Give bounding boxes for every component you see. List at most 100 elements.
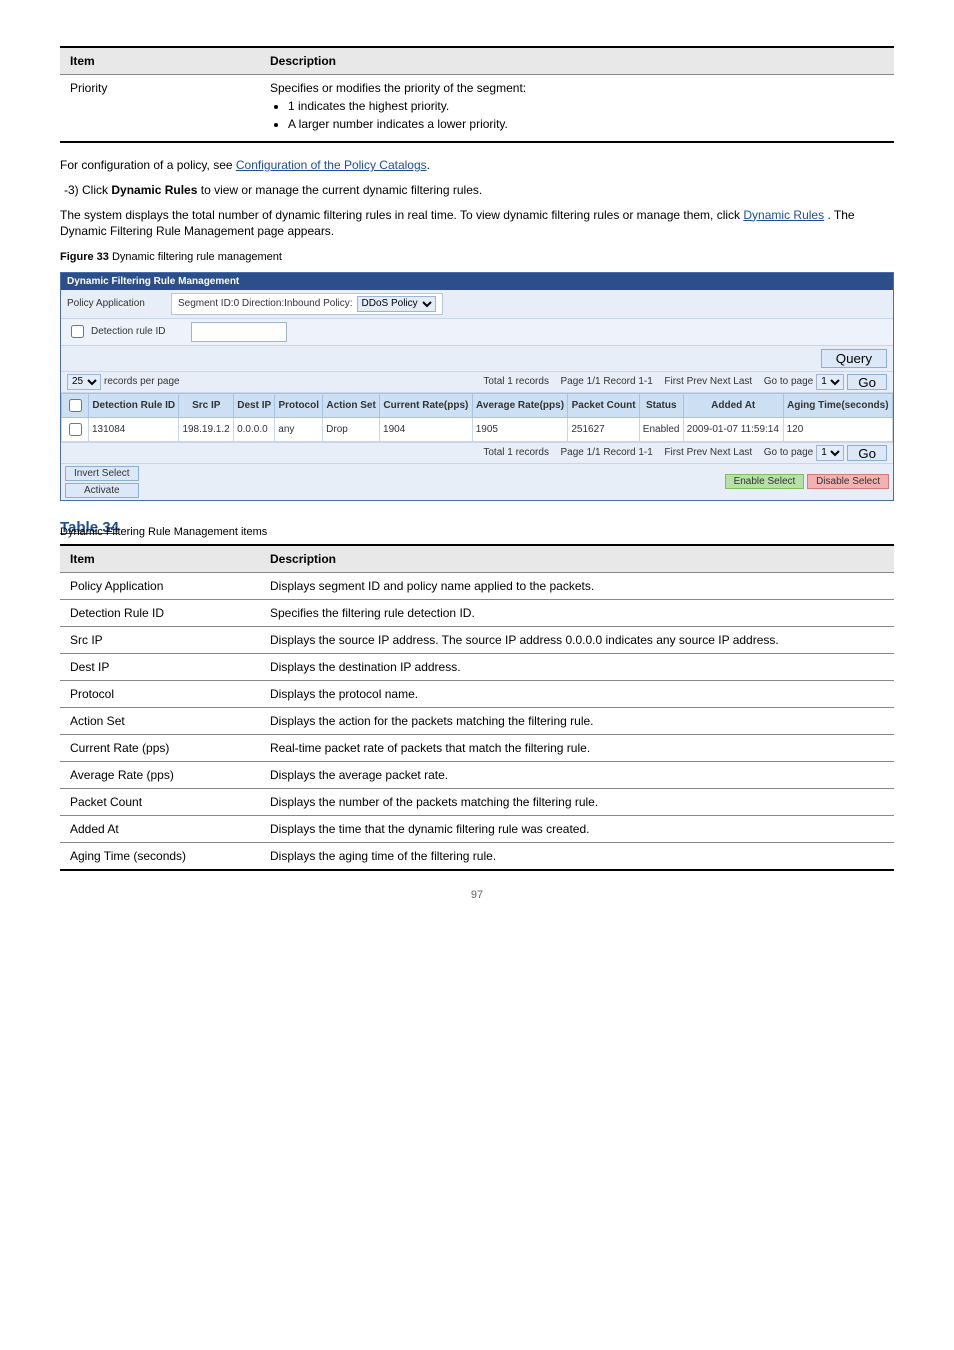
detect-input[interactable] [191,322,287,342]
bullet-2: A larger number indicates a lower priori… [288,117,884,131]
cell-9: Enabled [639,417,683,441]
step-post: to view or manage the current dynamic fi… [201,183,482,197]
total-records: Total 1 records [483,376,549,387]
r5-d: Displays the action for the packets matc… [260,707,894,734]
r0-d: Displays segment ID and policy name appl… [260,572,894,599]
grid-header-row: Detection Rule ID Src IP Dest IP Protoco… [62,393,893,417]
col-10: Added At [683,393,783,417]
r0-l: Policy Application [60,572,260,599]
priority-bullets: 1 indicates the highest priority. A larg… [270,99,884,131]
step-pre: Click [82,183,111,197]
r3-d: Displays the destination IP address. [260,653,894,680]
r7-l: Average Rate (pps) [60,761,260,788]
r4-d: Displays the protocol name. [260,680,894,707]
go-to-page-label-b: Go to page [764,447,813,458]
hdr-desc: Description [260,47,894,75]
total-records-b: Total 1 records [483,447,549,458]
shot-title: Dynamic Filtering Rule Management [61,273,893,290]
grid-data-row[interactable]: 131084 198.19.1.2 0.0.0.0 any Drop 1904 … [62,417,893,441]
catalogs-pre: For configuration of a policy, see [60,158,236,172]
detect-check-wrap[interactable]: Detection rule ID [67,322,187,341]
records-label: records per page [104,376,180,387]
go-button-bottom[interactable]: Go [847,445,887,461]
policy-catalogs-link[interactable]: Configuration of the Policy Catalogs [236,158,427,172]
col-7: Average Rate(pps) [472,393,568,417]
query-row: Query [61,345,893,371]
col-8: Packet Count [568,393,639,417]
r1-l: Detection Rule ID [60,599,260,626]
cell-2: 198.19.1.2 [179,417,234,441]
r9-d: Displays the time that the dynamic filte… [260,815,894,842]
catalogs-post: . [427,158,430,172]
step-num: -3) [64,183,79,197]
hdr2-item: Item [60,545,260,573]
policy-text: Segment ID:0 Direction:Inbound Policy: [178,298,353,309]
go-page-select[interactable]: 1 [816,374,844,390]
col-6: Current Rate(pps) [380,393,473,417]
detect-row: Detection rule ID [61,319,893,345]
r1-d: Specifies the filtering rule detection I… [260,599,894,626]
hdr2-desc: Description [260,545,894,573]
hdr-item: Item [60,47,260,75]
figure-title: Dynamic filtering rule management [112,251,282,263]
table34-title: Dynamic Filtering Rule Management items [60,526,894,538]
pager-top: 25 records per page Total 1 records Page… [61,371,893,393]
step-strong: Dynamic Rules [111,183,197,197]
row-checkbox[interactable] [69,423,82,436]
dynamic-rules-link[interactable]: Dynamic Rules [743,208,824,222]
r3-l: Dest IP [60,653,260,680]
activate-button[interactable]: Activate [65,483,139,498]
policy-box: Segment ID:0 Direction:Inbound Policy: D… [171,293,443,315]
dynamic-rule-screenshot: Dynamic Filtering Rule Management Policy… [60,272,894,501]
r10-d: Displays the aging time of the filtering… [260,842,894,870]
r5-l: Action Set [60,707,260,734]
policy-select[interactable]: DDoS Policy [357,296,436,312]
go-page-select-b[interactable]: 1 [816,445,844,461]
r2-d: Displays the source IP address. The sour… [260,626,894,653]
bullet-1: 1 indicates the highest priority. [288,99,884,113]
col-2: Src IP [179,393,234,417]
para-pre: The system displays the total number of … [60,208,743,222]
r10-l: Aging Time (seconds) [60,842,260,870]
figure-prefix: Figure 33 [60,251,112,263]
pager-links-b[interactable]: First Prev Next Last [664,447,752,458]
invert-select-button[interactable]: Invert Select [65,466,139,481]
rules-grid: Detection Rule ID Src IP Dest IP Protoco… [61,393,893,442]
col-4: Protocol [275,393,323,417]
col-3: Dest IP [234,393,275,417]
cell-8: 251627 [568,417,639,441]
cell-check[interactable] [62,417,89,441]
dyn-rules-paragraph: The system displays the total number of … [60,207,894,241]
disable-select-button[interactable]: Disable Select [807,474,889,489]
enable-select-button[interactable]: Enable Select [725,474,805,489]
r2-l: Src IP [60,626,260,653]
query-button[interactable]: Query [821,349,887,368]
cell-1: 131084 [89,417,179,441]
row-desc: Specifies or modifies the priority of th… [260,75,894,143]
figure-caption: Figure 33 Dynamic filtering rule managem… [60,250,894,265]
records-per-page-select[interactable]: 25 [67,374,101,390]
pager-bottom: Total 1 records Page 1/1 Record 1-1 Firs… [61,442,893,464]
page-info: Page 1/1 Record 1-1 [561,376,653,387]
detect-label: Detection rule ID [91,326,165,337]
cell-11: 120 [783,417,892,441]
r4-l: Protocol [60,680,260,707]
cell-5: Drop [323,417,380,441]
row-label: Priority [60,75,260,143]
col-9: Status [639,393,683,417]
page-number: 97 [60,889,894,901]
cell-6: 1904 [380,417,473,441]
detect-checkbox[interactable] [71,325,84,338]
cell-4: any [275,417,323,441]
col-1: Detection Rule ID [89,393,179,417]
pager-links[interactable]: First Prev Next Last [664,376,752,387]
go-button-top[interactable]: Go [847,374,887,390]
col-5: Action Set [323,393,380,417]
row-intro: Specifies or modifies the priority of th… [270,81,526,95]
r8-d: Displays the number of the packets match… [260,788,894,815]
select-all-checkbox[interactable] [69,399,82,412]
col-11: Aging Time(seconds) [783,393,892,417]
policy-label: Policy Application [67,298,167,309]
policy-row: Policy Application Segment ID:0 Directio… [61,290,893,319]
items-table: Item Description Policy ApplicationDispl… [60,544,894,871]
